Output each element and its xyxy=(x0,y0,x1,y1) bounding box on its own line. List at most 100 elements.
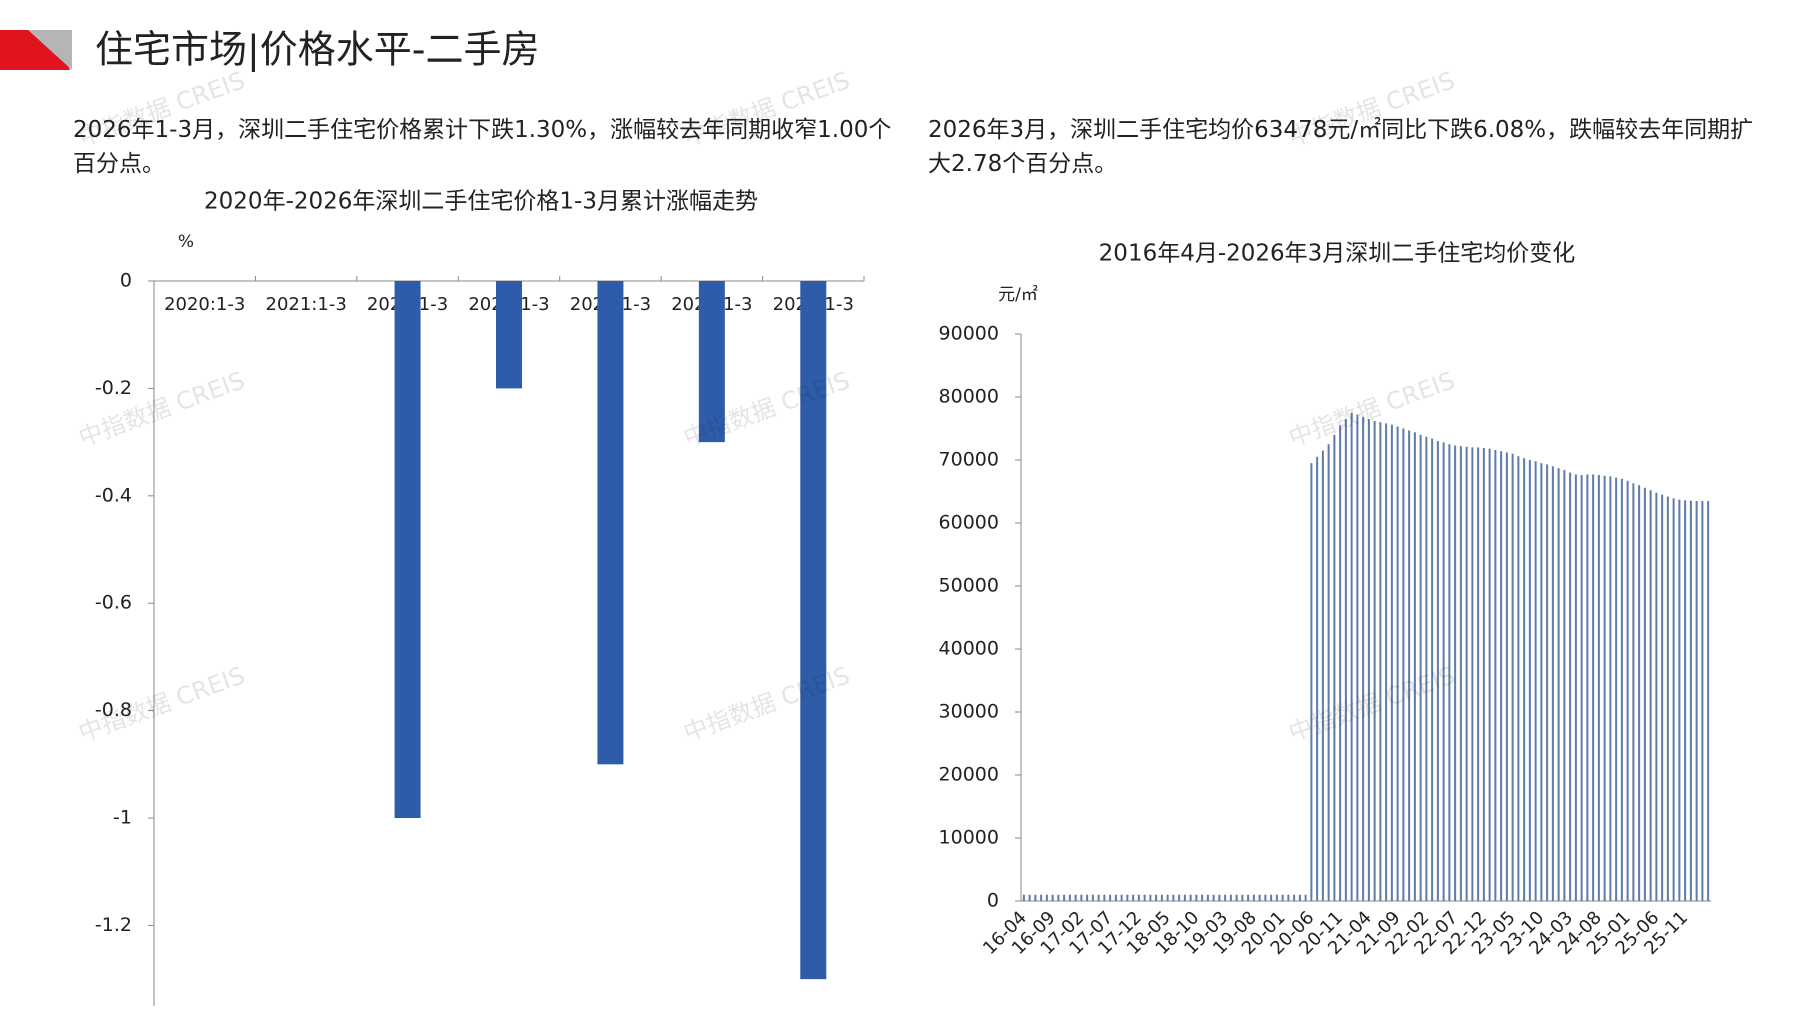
bar xyxy=(1517,456,1520,901)
paragraph: 2026年1-3月，深圳二手住宅价格累计下跌1.30%，涨幅较去年同期收窄1.0… xyxy=(73,117,892,177)
bar xyxy=(1160,894,1163,901)
bar xyxy=(698,281,725,443)
y-tick-label: -0.2 xyxy=(95,377,132,399)
bar xyxy=(1057,894,1060,901)
bar xyxy=(1333,434,1336,901)
bar xyxy=(1620,478,1623,901)
bar xyxy=(1454,445,1457,901)
y-tick-label: 0 xyxy=(120,270,132,292)
bar xyxy=(1505,452,1508,901)
bar xyxy=(1252,894,1255,901)
bar xyxy=(1488,448,1491,901)
bar xyxy=(1235,894,1238,901)
bar xyxy=(1436,441,1439,901)
bar xyxy=(1183,894,1186,901)
axis-unit: 元/㎡ xyxy=(998,285,1038,305)
bar xyxy=(1275,894,1278,901)
bar xyxy=(1626,480,1629,901)
bar xyxy=(1615,477,1618,901)
bar xyxy=(1316,456,1319,901)
bar xyxy=(1638,485,1641,901)
bar xyxy=(1425,436,1428,901)
bar xyxy=(1298,894,1301,901)
bar xyxy=(1321,450,1324,901)
bar xyxy=(1528,460,1531,901)
bar xyxy=(1684,500,1687,901)
bar xyxy=(1097,894,1100,901)
bar xyxy=(1551,466,1554,901)
bar xyxy=(1034,894,1037,901)
bar xyxy=(1534,461,1537,901)
bar xyxy=(1137,894,1140,901)
y-tick-label: -0.6 xyxy=(95,592,132,614)
bar xyxy=(1132,894,1135,901)
bar xyxy=(1523,458,1526,901)
bar xyxy=(1695,500,1698,901)
bar xyxy=(1287,894,1290,901)
y-tick-label: 0 xyxy=(987,890,999,912)
bar xyxy=(1494,449,1497,901)
bar xyxy=(1074,894,1077,901)
bar xyxy=(1356,414,1359,901)
bar xyxy=(1189,894,1192,901)
bar xyxy=(1350,412,1353,901)
chart-title: 2020年-2026年深圳二手住宅价格1-3月累计涨幅走势 xyxy=(204,189,758,215)
y-tick-label: 70000 xyxy=(939,449,999,471)
bar xyxy=(1678,499,1681,901)
bar xyxy=(1367,419,1370,901)
bar xyxy=(1379,422,1382,901)
y-tick-label: 90000 xyxy=(939,323,999,345)
bar xyxy=(1603,475,1606,901)
bar xyxy=(1126,894,1129,901)
bar xyxy=(1045,894,1048,901)
bar xyxy=(1402,428,1405,901)
bar xyxy=(1109,894,1112,901)
bar xyxy=(597,281,624,765)
bar xyxy=(1442,442,1445,901)
bar xyxy=(1218,894,1221,901)
bar xyxy=(1086,894,1089,901)
bar xyxy=(1597,475,1600,901)
bar xyxy=(1362,417,1365,901)
y-tick-label: 20000 xyxy=(939,764,999,786)
bar xyxy=(1063,894,1066,901)
bar xyxy=(1339,425,1342,901)
bar xyxy=(1448,444,1451,901)
bar xyxy=(1661,494,1664,901)
bar xyxy=(1206,894,1209,901)
bar xyxy=(1413,432,1416,901)
bar xyxy=(1114,894,1117,901)
bar xyxy=(1310,463,1313,901)
bar xyxy=(1195,894,1198,901)
bar xyxy=(1385,423,1388,901)
bar xyxy=(1178,894,1181,901)
bar xyxy=(1201,894,1204,901)
watermark: 中指数据 CREIS xyxy=(680,66,854,152)
y-tick-label: 60000 xyxy=(939,512,999,534)
bar xyxy=(1471,447,1474,901)
bar xyxy=(1166,894,1169,901)
bar xyxy=(1229,894,1232,901)
axis-unit: % xyxy=(178,232,194,252)
y-tick-label: -0.4 xyxy=(95,484,132,506)
bar xyxy=(1281,894,1284,901)
paragraph: 2026年3月，深圳二手住宅均价63478元/㎡同比下跌6.08%，跌幅较去年同… xyxy=(928,117,1754,177)
bar xyxy=(1068,894,1071,901)
bar xyxy=(496,281,522,389)
y-tick-label: 10000 xyxy=(939,827,999,849)
bar xyxy=(1304,894,1307,901)
bar xyxy=(1373,420,1376,901)
bar xyxy=(1689,500,1692,901)
bar xyxy=(394,281,421,819)
bar xyxy=(1247,894,1250,901)
bar xyxy=(1080,894,1083,901)
bar xyxy=(1586,474,1589,901)
bar xyxy=(1672,498,1675,901)
y-tick-label: -1.2 xyxy=(95,914,132,936)
bar xyxy=(1224,894,1227,901)
watermark: 中指数据 CREIS xyxy=(680,661,854,747)
x-tick-label: 2021:1-3 xyxy=(266,294,347,315)
bar xyxy=(1172,894,1175,901)
